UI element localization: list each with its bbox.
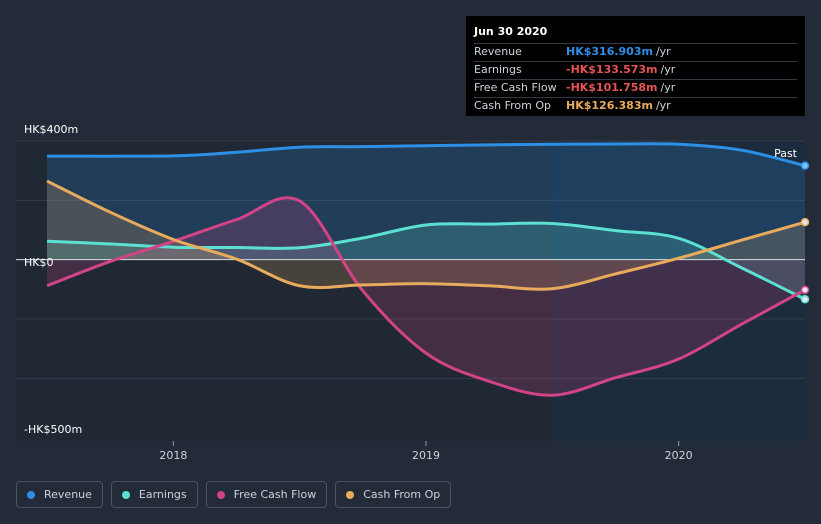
legend-item-cash-from-op[interactable]: Cash From Op — [335, 481, 452, 508]
legend-item-earnings[interactable]: Earnings — [110, 481, 198, 508]
legend-label: Earnings — [138, 488, 187, 501]
tooltip-row-cash-from-op: Cash From Op HK$126.383m /yr — [474, 97, 797, 115]
free-cash-flow-line — [46, 196, 806, 397]
legend-item-revenue[interactable]: Revenue — [16, 481, 103, 508]
x-tick-label: 2019 — [412, 449, 440, 462]
tooltip-value: HK$126.383m — [566, 99, 653, 112]
tooltip-label: Cash From Op — [474, 99, 552, 112]
y-label-zero: HK$0 — [24, 256, 53, 269]
tooltip-unit: /yr — [655, 99, 671, 112]
legend-label: Cash From Op — [363, 488, 441, 501]
revenue-end-point — [800, 161, 810, 170]
tooltip-label: Earnings — [474, 63, 522, 76]
past-label: Past — [774, 147, 798, 160]
cash-from-op-line — [46, 179, 806, 291]
tooltip-unit: /yr — [660, 81, 676, 94]
legend-item-free-cash-flow[interactable]: Free Cash Flow — [205, 481, 328, 508]
tooltip-unit: /yr — [660, 63, 676, 76]
cash-from-op-area — [47, 181, 805, 290]
tooltip-unit: /yr — [655, 45, 671, 58]
tooltip-row-free-cash-flow: Free Cash Flow -HK$101.758m /yr — [474, 79, 797, 97]
data-tooltip: Jun 30 2020 Revenue HK$316.903m /yr Earn… — [466, 16, 805, 116]
past-region — [552, 140, 805, 441]
tooltip-value: -HK$133.573m — [566, 63, 658, 76]
tooltip-value: HK$316.903m — [566, 45, 653, 58]
x-tick-label: 2020 — [665, 449, 693, 462]
cash-from-op-end-point — [800, 217, 810, 227]
tooltip-value: -HK$101.758m — [566, 81, 658, 94]
earnings-area — [47, 223, 805, 300]
y-label-bottom: -HK$500m — [24, 423, 82, 436]
earnings-end-point — [800, 295, 810, 304]
legend: Revenue Earnings Free Cash Flow Cash Fro… — [16, 481, 459, 508]
legend-dot-icon — [27, 490, 35, 499]
tooltip-date: Jun 30 2020 — [474, 25, 548, 38]
legend-dot-icon — [346, 490, 355, 499]
earnings-line — [46, 221, 806, 301]
y-label-top: HK$400m — [24, 123, 78, 136]
x-tick-label: 2018 — [159, 449, 187, 462]
legend-dot-icon — [216, 490, 225, 499]
tooltip-label: Revenue — [474, 45, 522, 58]
tooltip-label: Free Cash Flow — [474, 81, 557, 94]
legend-label: Free Cash Flow — [233, 488, 317, 501]
tooltip-row-earnings: Earnings -HK$133.573m /yr — [474, 61, 797, 79]
revenue-line — [46, 142, 806, 168]
free-cash-flow-end-point — [800, 285, 810, 295]
legend-label: Revenue — [44, 488, 92, 501]
tooltip-row-revenue: Revenue HK$316.903m /yr — [474, 43, 797, 61]
legend-dot-icon — [121, 490, 130, 499]
